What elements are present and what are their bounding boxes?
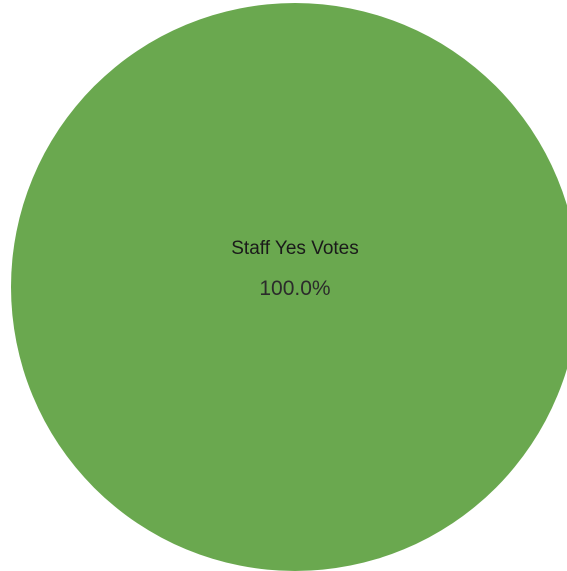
- pie-slice-staff-yes-votes: [11, 3, 567, 571]
- pie-labels: Staff Yes Votes 100.0%: [231, 238, 358, 300]
- slice-label: Staff Yes Votes: [231, 238, 358, 259]
- pie-slices: [11, 3, 567, 571]
- slice-value-label: 100.0%: [259, 277, 330, 300]
